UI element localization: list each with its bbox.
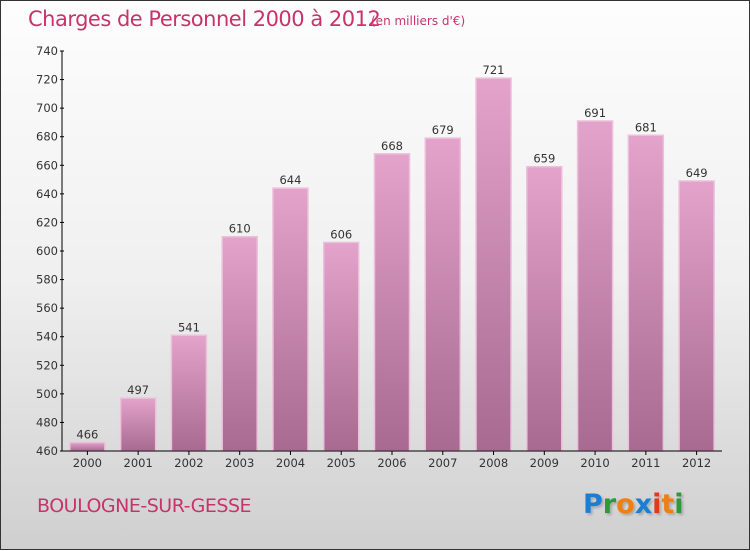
bar-2007 [424, 137, 462, 452]
x-tick-label-2012: 2012 [682, 456, 711, 470]
logo-letter: r [602, 489, 617, 520]
y-tick-label-700: 700 [36, 101, 58, 115]
y-tick-label-720: 720 [36, 73, 58, 87]
bar-2004 [272, 187, 309, 452]
bar-2000 [69, 441, 106, 452]
y-tick-label-640: 640 [36, 187, 58, 201]
bar-2005 [322, 241, 360, 452]
x-tick-label-2001: 2001 [124, 456, 153, 470]
data-label-2012: 649 [686, 166, 708, 180]
data-label-2006: 668 [381, 139, 403, 153]
logo-letter: x [634, 489, 653, 520]
x-tick-label-2005: 2005 [327, 456, 356, 470]
x-tick-label-2000: 2000 [73, 456, 102, 470]
x-tick-label-2010: 2010 [580, 456, 609, 470]
y-tick-label-580: 580 [36, 273, 58, 287]
y-tick-label-500: 500 [36, 387, 58, 401]
data-label-2010: 691 [584, 106, 606, 120]
y-tick-label-540: 540 [36, 330, 58, 344]
y-tick-label-560: 560 [36, 301, 58, 315]
logo-letter: P [583, 489, 603, 520]
logo-letter: i [652, 489, 662, 520]
logo-letter: o [616, 489, 635, 520]
x-tick-label-2003: 2003 [225, 456, 254, 470]
data-label-2005: 606 [330, 227, 352, 241]
y-tick-label-520: 520 [36, 358, 58, 372]
data-label-2002: 541 [178, 320, 200, 334]
y-tick-label-620: 620 [36, 215, 58, 229]
data-label-2001: 497 [127, 383, 149, 397]
bar-2012 [678, 180, 715, 452]
data-label-2004: 644 [279, 173, 301, 187]
y-tick-label-600: 600 [36, 244, 58, 258]
bar-2009 [526, 165, 563, 452]
x-tick-label-2002: 2002 [174, 456, 203, 470]
bar-2010 [576, 120, 614, 452]
x-tick-label-2011: 2011 [631, 456, 660, 470]
proxiti-logo: Proxiti [583, 489, 684, 520]
x-tick-label-2008: 2008 [479, 456, 508, 470]
y-tick-label-740: 740 [36, 44, 58, 58]
chart-title: Charges de Personnel 2000 à 2012 [28, 7, 381, 31]
y-tick-label-680: 680 [36, 130, 58, 144]
city-name: BOULOGNE-SUR-GESSE [37, 495, 252, 517]
x-tick-label-2009: 2009 [530, 456, 559, 470]
logo-letter: i [674, 489, 684, 520]
data-label-2011: 681 [635, 120, 657, 134]
data-label-2000: 466 [76, 427, 98, 441]
bar-2002 [170, 334, 208, 452]
y-tick-label-460: 460 [36, 444, 58, 458]
bar-2003 [221, 235, 258, 452]
chart-unit: (en milliers d'€) [371, 14, 466, 28]
bar-2008 [475, 77, 512, 452]
x-tick-label-2007: 2007 [428, 456, 457, 470]
bar-2006 [373, 153, 411, 452]
bar-2011 [627, 134, 665, 452]
y-tick-label-480: 480 [36, 415, 58, 429]
y-tick-label-660: 660 [36, 158, 58, 172]
data-label-2009: 659 [533, 152, 555, 166]
x-tick-label-2004: 2004 [276, 456, 305, 470]
logo-letter: t [661, 489, 675, 520]
data-label-2007: 679 [432, 123, 454, 137]
data-label-2003: 610 [229, 222, 251, 236]
bar-2001 [119, 397, 157, 452]
x-tick-label-2006: 2006 [377, 456, 406, 470]
data-label-2008: 721 [483, 63, 505, 77]
